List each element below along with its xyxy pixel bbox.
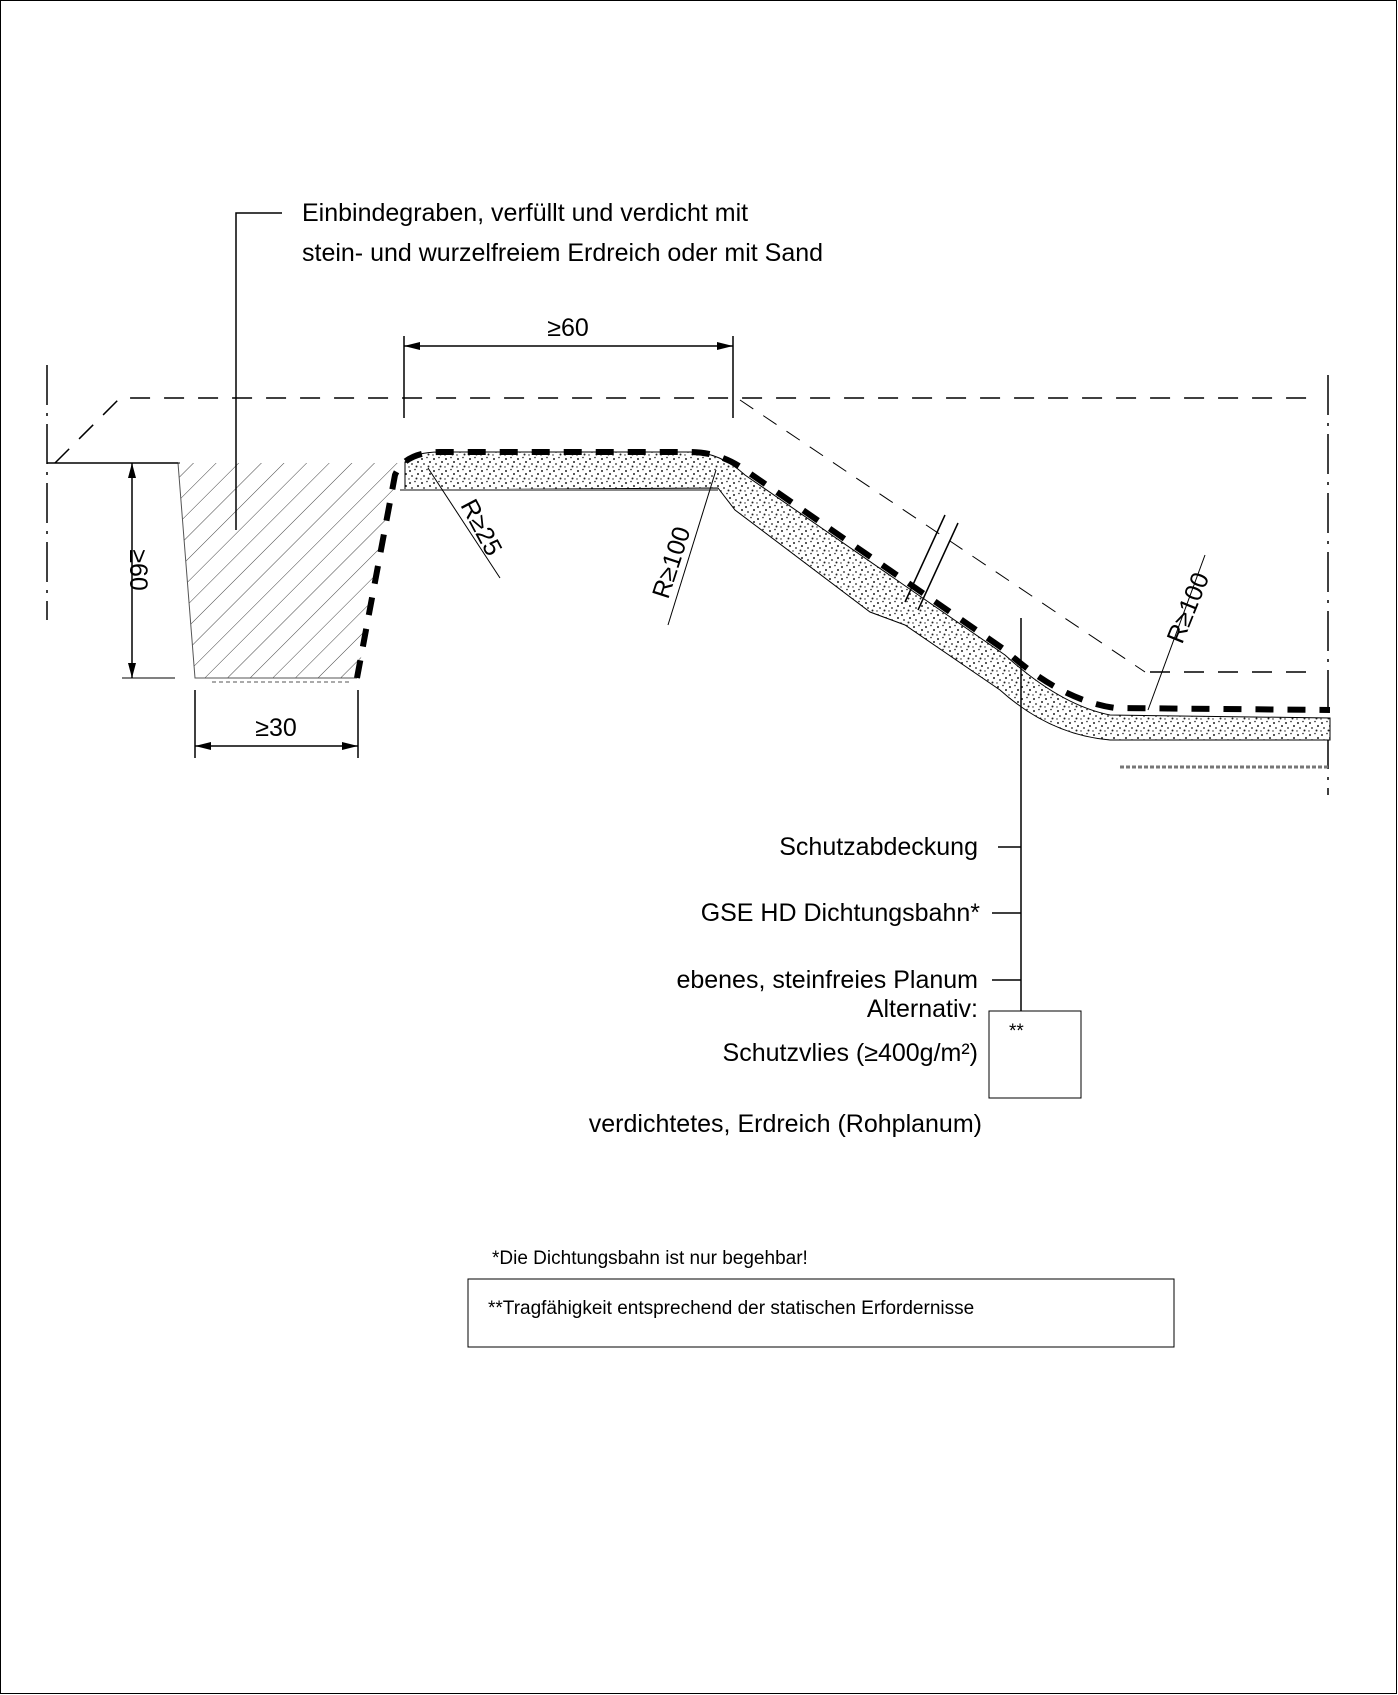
- callout-trench-leader: [235, 212, 282, 530]
- membrane-line: [354, 449, 1331, 713]
- callout-trench-line2: stein- und wurzelfreiem Erdreich oder mi…: [302, 239, 823, 267]
- note-load: **Tragfähigkeit entsprechend der statisc…: [488, 1298, 974, 1319]
- dim-depth-label: ≥60: [124, 549, 152, 591]
- radius-leader-right: [1147, 554, 1206, 711]
- radius-leader-mid: [667, 469, 717, 626]
- layer-membrane-label: GSE HD Dichtungsbahn*: [701, 899, 981, 927]
- dashed-upper-contour: [54, 397, 1320, 464]
- layer-subgrade-label: verdichtetes, Erdreich (Rohplanum): [589, 1110, 982, 1138]
- radius-leader-small: [427, 467, 501, 579]
- radius-small-label: R≥25: [455, 495, 508, 561]
- break-line-2: [917, 522, 959, 611]
- layer-planum-line1: ebenes, steinfreies Planum: [676, 966, 978, 994]
- double-star-box: [988, 1010, 1082, 1099]
- trench-fill: [178, 463, 400, 678]
- layer-planum-line3: Schutzvlies (≥400g/m²): [723, 1039, 978, 1067]
- double-star-mark: **: [1009, 1021, 1024, 1042]
- dashed-slope-guide: [739, 399, 1146, 673]
- trench-outline: [177, 462, 357, 679]
- note-walkable: *Die Dichtungsbahn ist nur begehbar!: [492, 1248, 808, 1269]
- layer-cover-label: Schutzabdeckung: [779, 833, 978, 861]
- load-note-box: [467, 1278, 1175, 1348]
- callout-trench-line1: Einbindegraben, verfüllt und verdicht mi…: [302, 199, 748, 227]
- dim-bottom-label: ≥30: [255, 714, 297, 742]
- layer-planum-line2: Alternativ:: [867, 995, 978, 1023]
- radius-mid-label: R≥100: [647, 523, 696, 602]
- radius-right-label: R≥100: [1162, 569, 1215, 648]
- break-line-1: [904, 514, 946, 603]
- dim-top-width-label: ≥60: [547, 314, 589, 342]
